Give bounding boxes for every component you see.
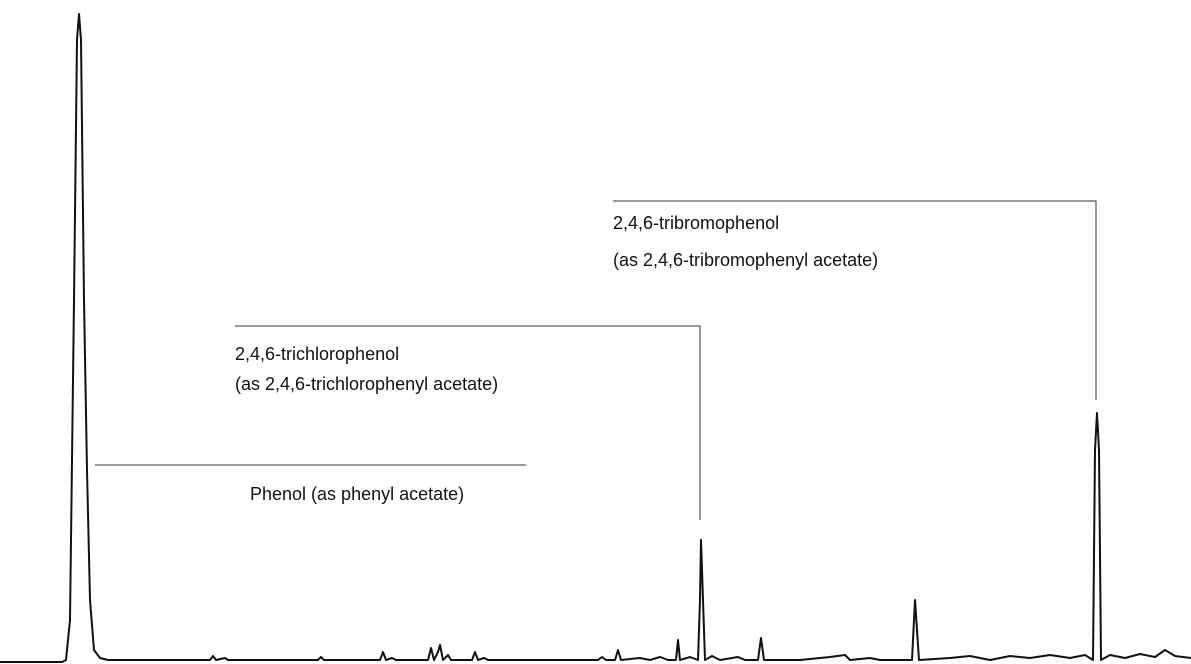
tribromophenol-leader [613, 200, 1097, 400]
phenol-label: Phenol (as phenyl acetate) [250, 484, 464, 504]
trichlorophenol-leader [235, 325, 701, 520]
trace [0, 13, 1191, 663]
trichlorophenol-label: 2,4,6-trichlorophenol [235, 344, 399, 364]
tribromophenol-label: 2,4,6-tribromophenol [613, 213, 779, 233]
trichlorophenol-label: (as 2,4,6-trichlorophenyl acetate) [235, 374, 498, 394]
tribromophenol-label: (as 2,4,6-tribromophenyl acetate) [613, 250, 878, 270]
